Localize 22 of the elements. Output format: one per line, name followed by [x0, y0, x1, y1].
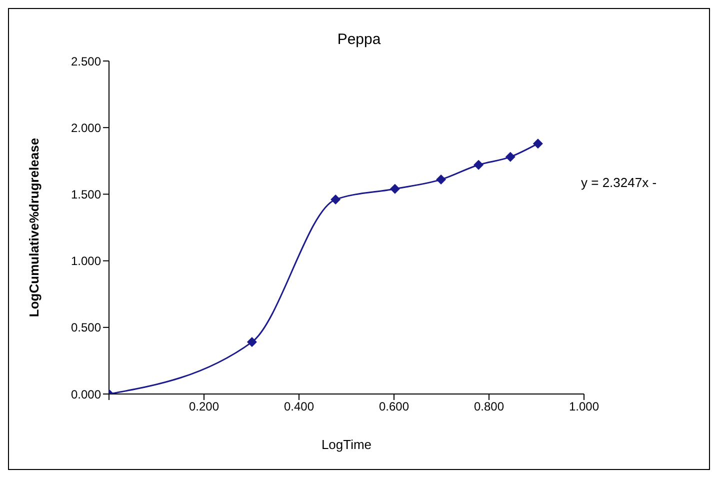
y-tick-label: 1.500 — [70, 187, 102, 202]
point — [505, 152, 516, 162]
x-tick-label: 1.000 — [568, 400, 600, 414]
point — [390, 184, 400, 194]
point — [330, 194, 341, 205]
y-tick-label: 1.000 — [70, 254, 102, 268]
point — [474, 160, 484, 170]
point — [532, 138, 543, 149]
y-tick-label: 0.000 — [70, 387, 102, 402]
x-tick-label: 0.400 — [284, 400, 314, 414]
annotation: y = 2.3247x - — [581, 175, 657, 190]
chart-title: Peppa — [336, 31, 382, 48]
x-tick-label: 0.600 — [378, 400, 410, 414]
x-axis-title: LogTime — [321, 437, 372, 452]
y-tick-label: 2.500 — [70, 54, 102, 68]
point — [436, 174, 446, 185]
y-tick-label: 0.500 — [70, 320, 102, 335]
y-axis-title: LogCumulative%drugrelease — [26, 138, 42, 318]
point — [246, 337, 257, 348]
x-tick-label: 0.200 — [188, 400, 220, 414]
x-tick-label: 0.800 — [474, 400, 504, 414]
y-tick-label: 2.000 — [70, 120, 102, 135]
